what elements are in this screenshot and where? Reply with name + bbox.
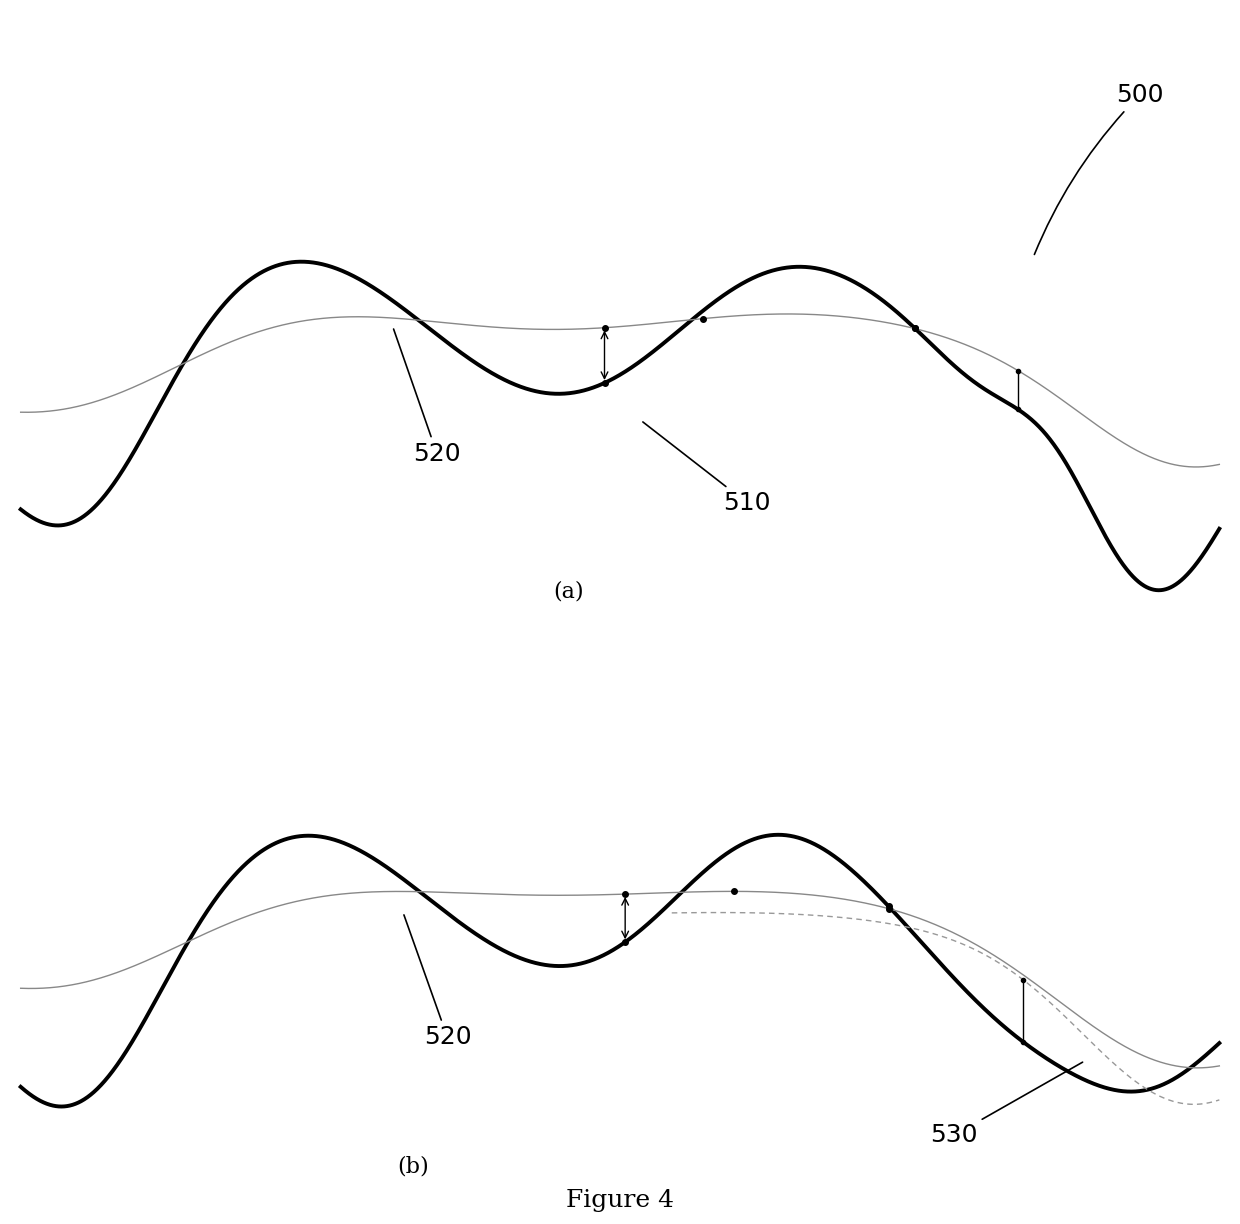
Text: 520: 520 [404,914,471,1049]
Text: (b): (b) [398,1155,429,1177]
Text: 500: 500 [1034,83,1163,255]
Text: 530: 530 [930,1062,1083,1147]
Text: 520: 520 [393,329,461,466]
Text: Figure 4: Figure 4 [565,1189,675,1212]
Text: 510: 510 [642,422,771,515]
Text: (a): (a) [553,580,584,602]
